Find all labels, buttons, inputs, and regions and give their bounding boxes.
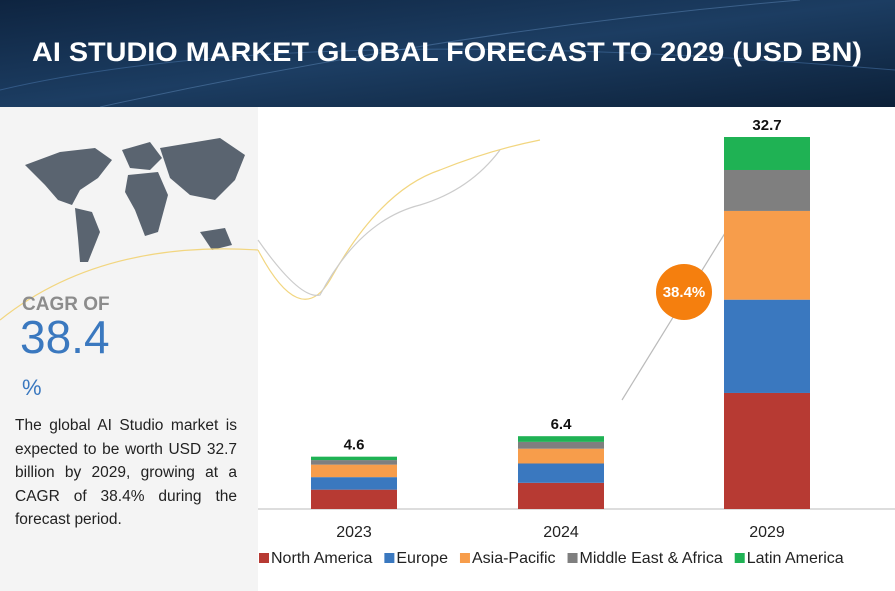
- decor-curve: [257, 139, 541, 300]
- bar-segment: [724, 210, 810, 300]
- x-tick-label: 2029: [749, 524, 785, 541]
- header-decor: [99, 0, 801, 108]
- legend-label: Asia-Pacific: [472, 550, 556, 567]
- bar-segment: [311, 489, 397, 509]
- bar-segment: [724, 169, 810, 211]
- legend-label: North America: [271, 550, 372, 567]
- total-label: 6.4: [551, 416, 573, 433]
- legend-swatch: [567, 553, 578, 563]
- header: [0, 0, 895, 107]
- legend-label: Middle East & Africa: [580, 550, 723, 567]
- legend-swatch: [259, 553, 269, 563]
- total-label: 4.6: [344, 437, 365, 454]
- cagr-label: CAGR OF: [22, 294, 110, 315]
- header-decor: [0, 48, 895, 91]
- total-label: 32.7: [752, 117, 781, 134]
- world-map: [25, 138, 245, 262]
- decor-curve: [257, 149, 501, 296]
- legend-swatch: [734, 553, 745, 563]
- bar-segment: [518, 482, 604, 509]
- chart-title: AI STUDIO MARKET GLOBAL FORECAST TO 2029…: [32, 37, 862, 67]
- description: The global AI Studio market is expected …: [15, 417, 237, 528]
- bar-segment: [311, 456, 397, 461]
- bar-segment: [311, 460, 397, 465]
- legend-label: Europe: [396, 550, 448, 567]
- x-tick-label: 2024: [543, 524, 579, 541]
- bar-segment: [518, 441, 604, 449]
- bar-segment: [724, 392, 810, 509]
- cagr-bubble: [656, 264, 712, 320]
- legend-swatch: [459, 553, 470, 563]
- bar-segment: [518, 448, 604, 464]
- x-tick-label: 2023: [336, 524, 372, 541]
- cagr-bubble-label: 38.4%: [663, 284, 706, 301]
- bar-segment: [724, 137, 810, 170]
- cagr-value: 38.4: [20, 311, 110, 363]
- bar-segment: [311, 464, 397, 478]
- bar-segment: [518, 463, 604, 483]
- decor-curve: [0, 248, 259, 321]
- bar-segment: [518, 436, 604, 442]
- cagr-unit: %: [22, 375, 42, 400]
- legend-swatch: [384, 553, 395, 563]
- bar-segment: [724, 299, 810, 393]
- legend-label: Latin America: [747, 550, 844, 567]
- bar-segment: [311, 477, 397, 490]
